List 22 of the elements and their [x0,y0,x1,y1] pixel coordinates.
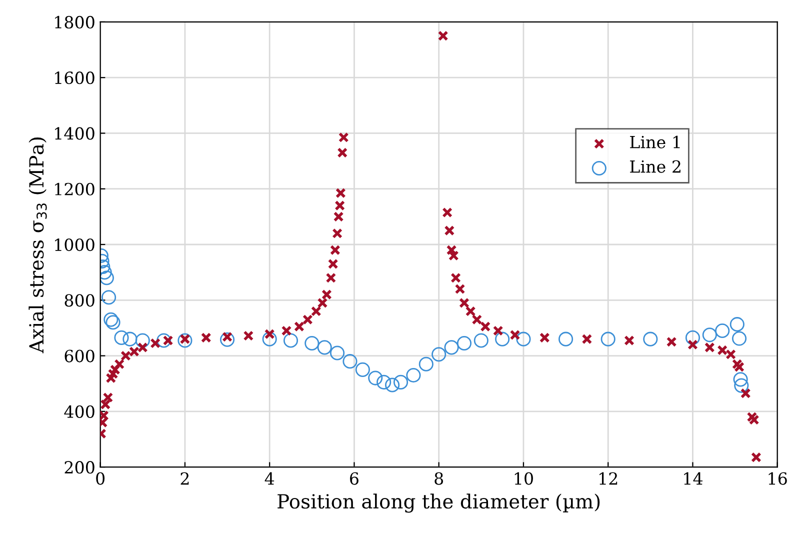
x-tick-label: 0 [96,472,105,485]
x-tick-label: 8 [434,472,444,485]
x-tick-label: 14 [684,472,702,485]
x-tick-label: 6 [350,472,358,485]
x-tick-label: 2 [180,472,189,485]
y-tick-label: 200 [64,461,94,474]
y-tick-label: 1000 [55,238,94,252]
legend-label: Line 2 [630,160,680,173]
y-axis-title: Axial stress σ$_{33}$ (MPa) [28,138,47,354]
y-tick-label: 600 [64,350,94,362]
y-tick-label: 1600 [55,72,94,84]
y-tick-label: 1200 [55,182,94,196]
x-tick-label: 12 [600,472,618,485]
x-tick-label: 10 [514,472,533,485]
legend-label: Line 1 [630,136,680,148]
x-tick-label: 16 [768,472,787,485]
y-tick-label: 1400 [55,127,94,140]
y-tick-label: 1800 [55,16,94,29]
x-tick-label: 4 [264,472,274,485]
x-axis-title: Position along the diameter (µm) [278,494,600,513]
y-tick-label: 400 [64,405,94,418]
y-tick-label: 800 [64,294,94,307]
